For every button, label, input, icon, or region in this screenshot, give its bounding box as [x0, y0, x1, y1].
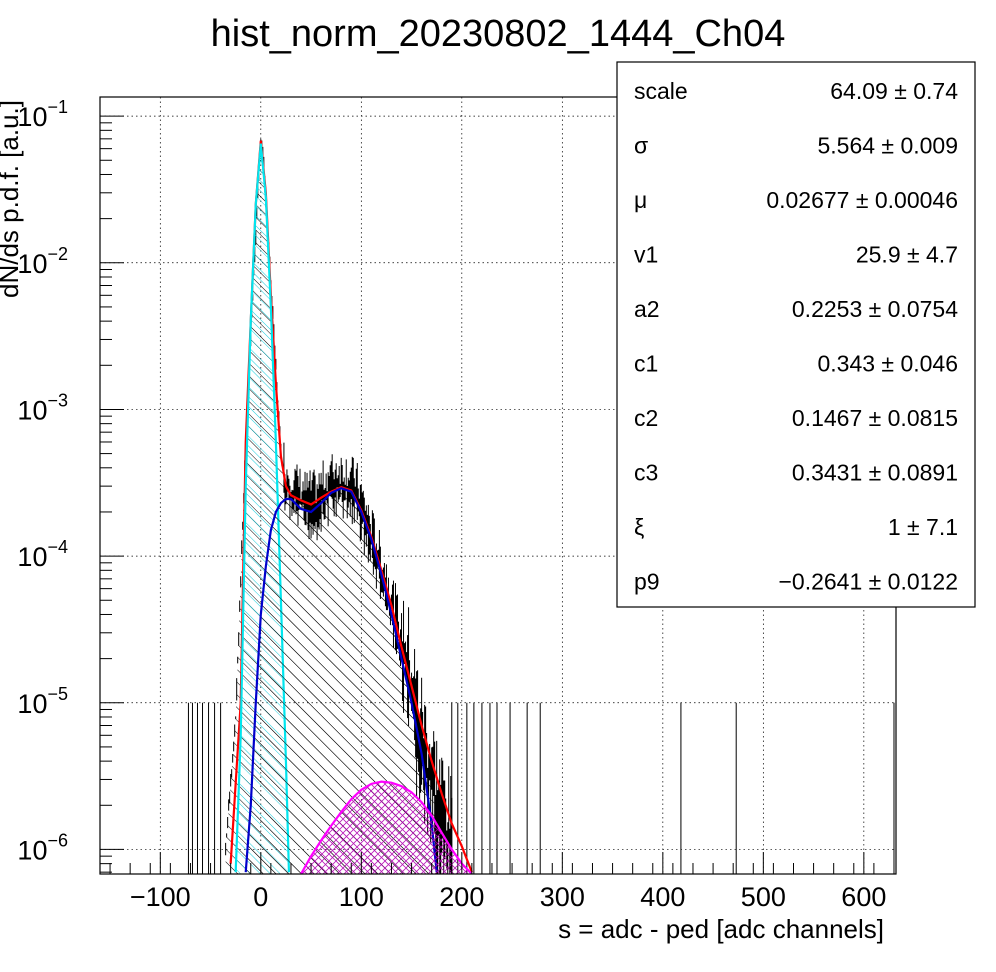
- y-tick-exponent: −3: [47, 390, 68, 410]
- stats-label: v1: [634, 242, 658, 268]
- stats-label: c2: [634, 405, 658, 431]
- y-tick-base: 10: [17, 102, 47, 132]
- x-axis-title: s = adc - ped [adc channels]: [558, 914, 884, 944]
- y-tick-exponent: −2: [47, 244, 68, 264]
- stats-label: scale: [634, 78, 688, 104]
- stats-value: 25.9 ± 4.7: [856, 242, 958, 268]
- stats-value: 0.2253 ± 0.0754: [792, 296, 958, 322]
- x-tick-label: 600: [841, 882, 886, 912]
- stats-value: 1 ± 7.1: [888, 514, 958, 540]
- stats-box-frame: [616, 61, 976, 608]
- stats-label: ξ: [634, 514, 644, 540]
- fit-component-fill-2: [245, 488, 437, 874]
- stats-value: 0.3431 ± 0.0891: [792, 460, 958, 486]
- y-axis: 10−610−510−410−310−210−1: [17, 97, 124, 873]
- y-axis-title: dN/ds p.d.f. [a.u.]: [0, 100, 24, 298]
- stats-value: 0.1467 ± 0.0815: [792, 405, 958, 431]
- x-tick-label: 400: [640, 882, 685, 912]
- y-tick-base: 10: [17, 249, 47, 279]
- y-tick-base: 10: [17, 542, 47, 572]
- y-tick-base: 10: [17, 835, 47, 865]
- chart-title: hist_norm_20230802_1444_Ch04: [211, 13, 786, 55]
- stats-label: c3: [634, 460, 658, 486]
- x-tick-label: 0: [253, 882, 268, 912]
- y-tick-base: 10: [17, 689, 47, 719]
- stats-value: 5.564 ± 0.009: [817, 133, 958, 159]
- x-tick-label: 200: [439, 882, 484, 912]
- plot-area: [187, 139, 895, 874]
- stats-value: 0.343 ± 0.046: [817, 351, 958, 377]
- y-tick-exponent: −6: [47, 830, 68, 850]
- stats-value: −0.2641 ± 0.0122: [778, 569, 958, 595]
- stats-label: μ: [634, 187, 647, 213]
- fit-curve-3: [300, 780, 473, 874]
- stats-label: p9: [634, 569, 660, 595]
- y-tick-label: 10−1: [17, 97, 68, 132]
- y-tick-label: 10−3: [17, 390, 68, 425]
- x-tick-label: 300: [540, 882, 585, 912]
- x-tick-label: 100: [339, 882, 384, 912]
- stats-label: σ: [634, 133, 648, 159]
- y-tick-exponent: −1: [47, 97, 68, 117]
- stats-value: 0.02677 ± 0.00046: [766, 187, 958, 213]
- y-tick-base: 10: [17, 395, 47, 425]
- x-tick-label: −100: [130, 882, 191, 912]
- y-tick-label: 10−5: [17, 684, 68, 719]
- stats-label: a2: [634, 296, 660, 322]
- stats-value: 64.09 ± 0.74: [830, 78, 958, 104]
- stats-label: c1: [634, 351, 658, 377]
- y-tick-exponent: −5: [47, 684, 68, 704]
- fit-component-fill-3: [301, 781, 472, 874]
- stats-box: scale 64.09 ± 0.74 σ 5.564 ± 0.009 μ 0.02677 …: [616, 61, 976, 608]
- x-tick-label: 500: [741, 882, 786, 912]
- y-tick-label: 10−6: [17, 830, 68, 865]
- y-tick-label: 10−2: [17, 244, 68, 279]
- y-tick-label: 10−4: [17, 537, 68, 572]
- fit-curve-2: [244, 487, 438, 873]
- x-axis: −100 0 100 200 300 400 500 600: [109, 852, 895, 912]
- y-tick-exponent: −4: [47, 537, 68, 557]
